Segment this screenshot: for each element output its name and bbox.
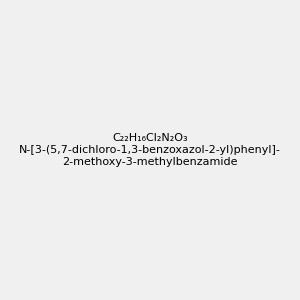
Text: C₂₂H₁₆Cl₂N₂O₃
N-[3-(5,7-dichloro-1,3-benzoxazol-2-yl)phenyl]-
2-methoxy-3-methyl: C₂₂H₁₆Cl₂N₂O₃ N-[3-(5,7-dichloro-1,3-ben…: [19, 134, 281, 166]
